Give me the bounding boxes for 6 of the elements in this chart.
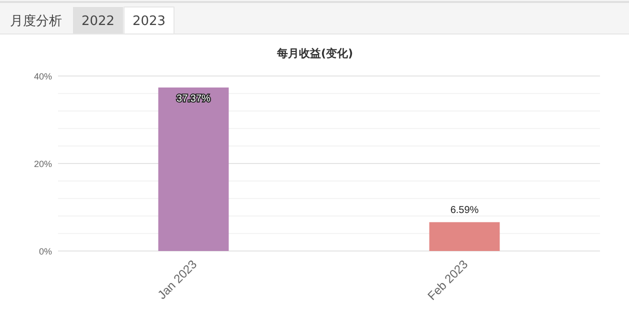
chart-title: 每月收益(变化) xyxy=(276,47,354,60)
y-tick-label: 20% xyxy=(34,159,52,169)
y-tick-label: 40% xyxy=(34,72,52,82)
y-tick-label: 0% xyxy=(38,246,52,256)
data-label: 6.59% xyxy=(450,205,479,216)
data-label: 37.37% xyxy=(176,94,211,105)
